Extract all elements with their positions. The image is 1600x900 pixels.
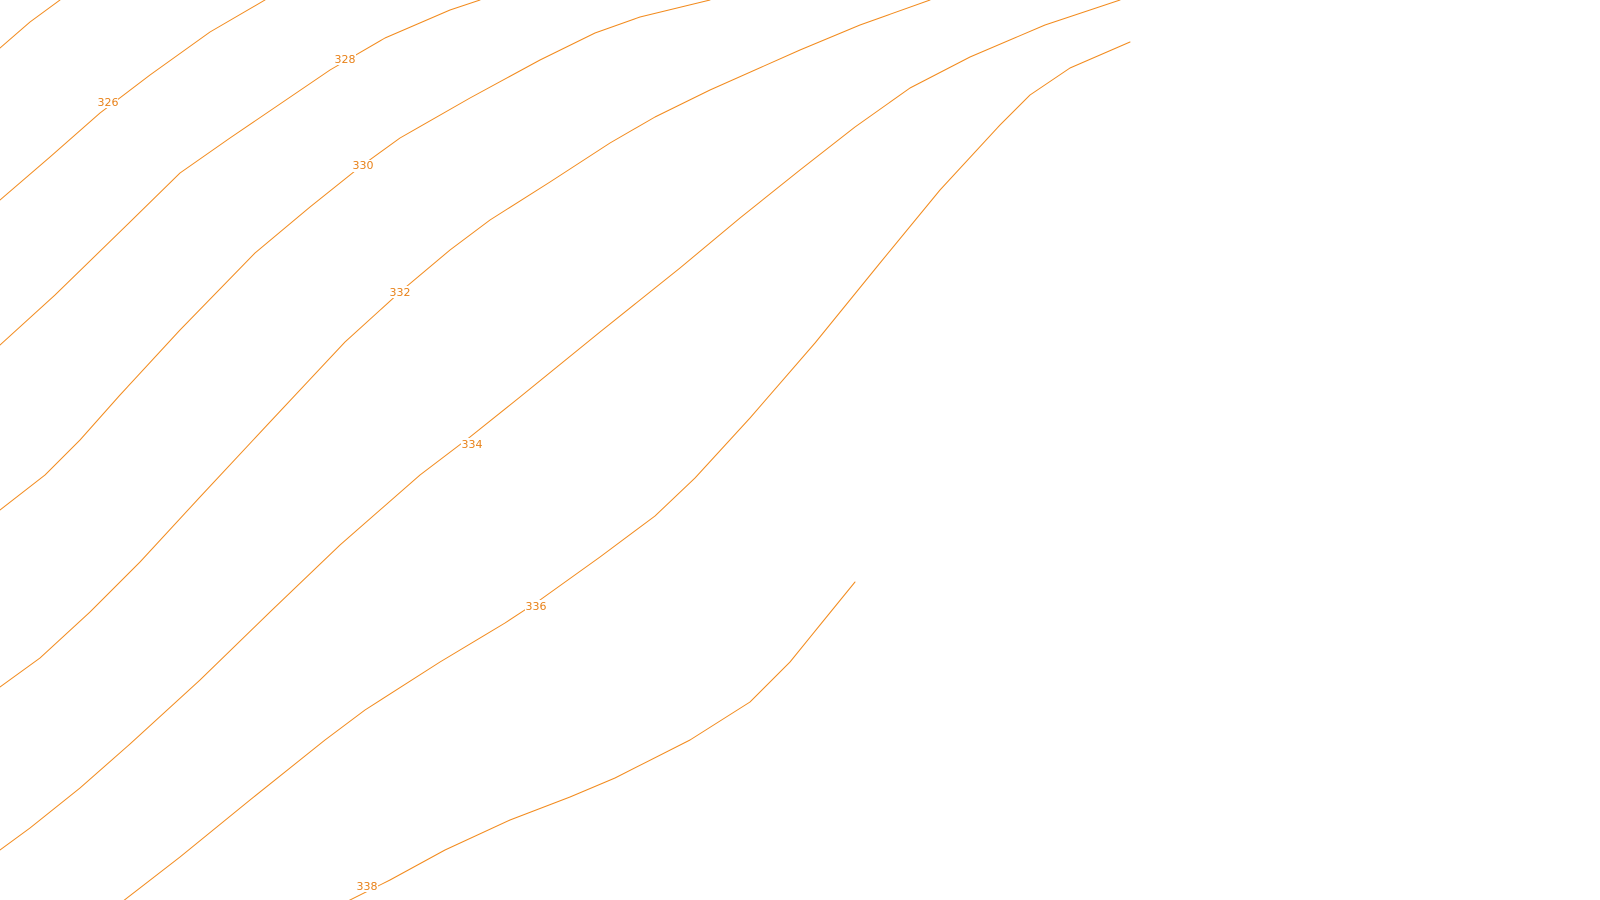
svg-text:334: 334 <box>462 438 483 451</box>
contour-line-328 <box>0 0 266 201</box>
contour-line-326 <box>0 0 61 49</box>
contour-line-332 <box>0 0 711 511</box>
contour-label-326: 326 <box>96 96 119 109</box>
contour-line-330 <box>0 0 481 346</box>
svg-text:338: 338 <box>357 880 378 893</box>
svg-text:336: 336 <box>526 600 547 613</box>
contour-line-338-lower <box>348 581 856 900</box>
svg-text:328: 328 <box>335 53 356 66</box>
contour-line-336 <box>0 0 1121 851</box>
contour-label-336: 336 <box>525 600 547 613</box>
svg-text:330: 330 <box>353 159 374 172</box>
contour-label-330: 330 <box>352 159 374 172</box>
svg-text:332: 332 <box>390 286 411 299</box>
contour-line-334 <box>0 0 931 688</box>
contour-label-338: 338 <box>356 880 378 893</box>
contour-label-334: 334 <box>461 438 483 451</box>
contour-label-328: 328 <box>334 53 356 66</box>
svg-text:326: 326 <box>98 96 119 109</box>
contour-line-338 <box>123 41 1131 900</box>
contour-label-332: 332 <box>389 286 411 299</box>
